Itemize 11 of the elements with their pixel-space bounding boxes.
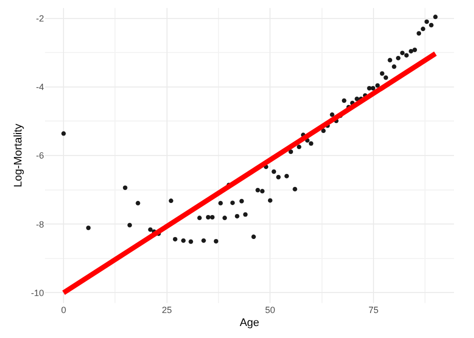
y-tick-label: -8 — [36, 219, 44, 230]
y-tick-label: -2 — [36, 13, 44, 24]
x-tick-label: 50 — [265, 305, 276, 315]
y-tick-label: -4 — [36, 82, 44, 92]
y-tick-label: -10 — [30, 288, 44, 298]
x-tick-label: 25 — [162, 305, 172, 315]
y-tick-label: -6 — [36, 150, 44, 161]
x-tick-label: 75 — [368, 305, 378, 315]
x-tick-label: 0 — [61, 305, 66, 315]
y-axis-title: Log-Mortality — [12, 123, 25, 188]
x-axis-title: Age — [240, 317, 260, 330]
